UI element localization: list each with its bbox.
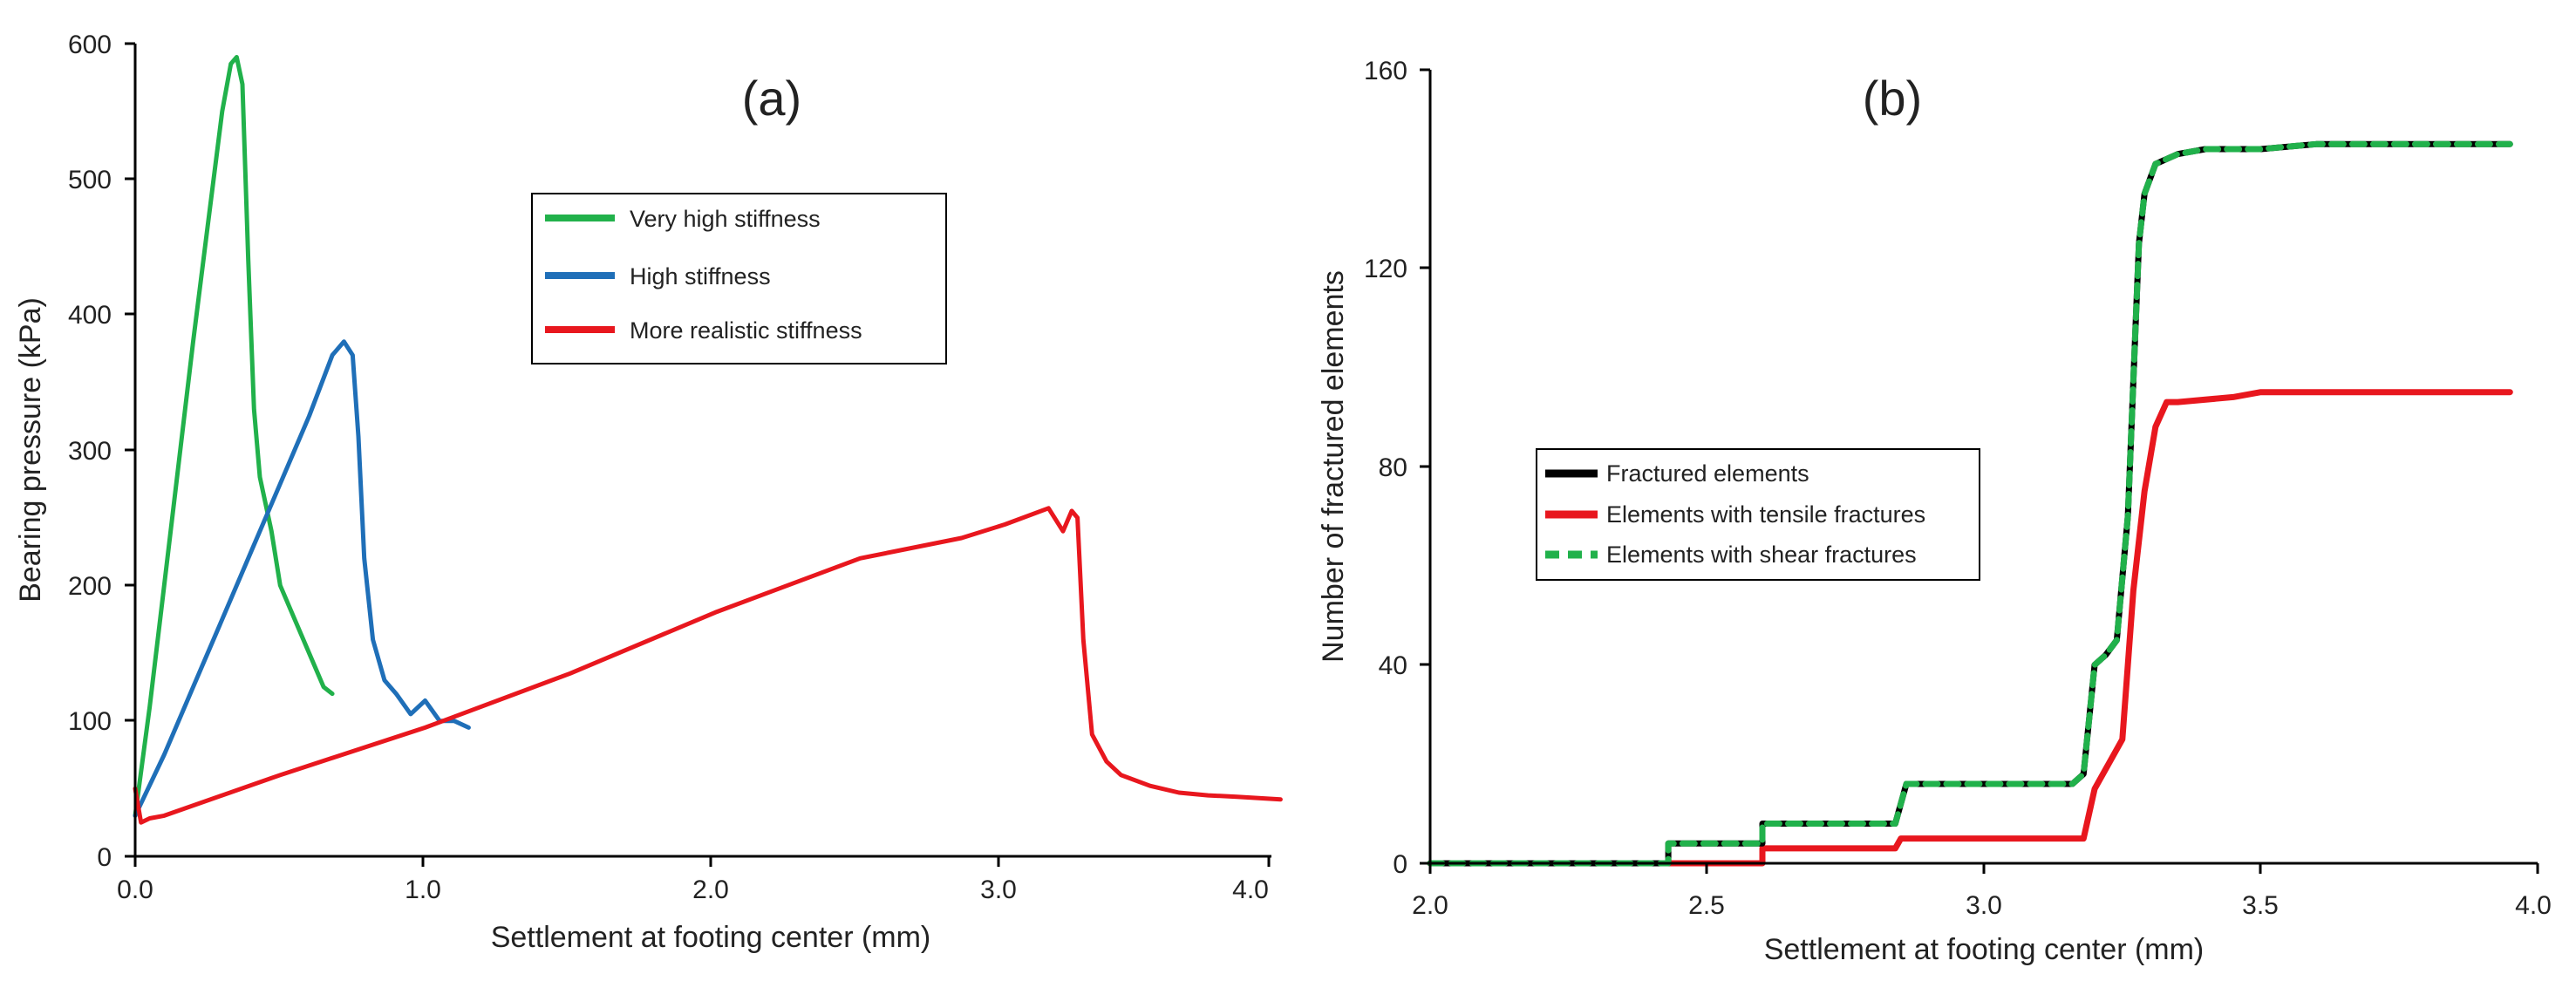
panel-b-legend: Fractured elements Elements with tensile…	[1536, 448, 1980, 581]
panel-a-y-ticks	[125, 42, 135, 858]
panel-a-ytick-label: 200	[68, 572, 112, 601]
panel-b-legend-box	[1536, 448, 1980, 581]
panel-a-xtick-label: 0.0	[117, 875, 153, 904]
panel-b-label: (b)	[1863, 71, 1922, 126]
panel-a: 0 100 200 300 400 500 600 0.0 1.0 2.0 3.…	[14, 31, 1283, 954]
panel-b-xtick-label: 2.5	[1688, 891, 1725, 920]
panel-a-x-axis-label: Settlement at footing center (mm)	[491, 921, 931, 954]
panel-b-x-ticks	[1428, 863, 2539, 874]
panel-a-ytick-label: 500	[68, 166, 112, 194]
panel-b-y-axis-label: Number of fractured elements	[1317, 270, 1350, 663]
panel-b-x-axis-label: Settlement at footing center (mm)	[1764, 933, 2205, 966]
series-line-very-high-stiffness	[133, 55, 335, 818]
panel-b-ytick-label: 120	[1364, 255, 1407, 283]
legend-label-tensile-fractures: Elements with tensile fractures	[1606, 501, 1925, 528]
panel-a-label: (a)	[742, 71, 801, 126]
panel-b: 0 40 80 120 160 2.0 2.5 3.0 3.5 4.0 Sett…	[1317, 57, 2552, 966]
series-line-more-realistic-stiffness	[133, 506, 1283, 825]
panel-a-ytick-label: 100	[68, 707, 112, 736]
series-line-elements-with-shear-fractures	[1427, 140, 2513, 867]
panel-b-ytick-label: 40	[1379, 651, 1407, 680]
series-line-elements-with-tensile-fractures	[1427, 389, 2513, 867]
panel-a-xtick-label: 1.0	[405, 875, 441, 904]
panel-a-legend: Very high stiffness High stiffness More …	[531, 193, 947, 364]
panel-a-ytick-label: 300	[68, 437, 112, 466]
panel-a-xtick-label: 3.0	[980, 875, 1017, 904]
series-line-high-stiffness	[133, 339, 471, 818]
panel-a-xtick-label: 2.0	[692, 875, 729, 904]
panel-b-ytick-label: 80	[1379, 453, 1407, 482]
legend-label-very-high-stiffness: Very high stiffness	[630, 206, 821, 232]
panel-b-xtick-label: 4.0	[2515, 891, 2552, 920]
panel-a-xtick-label: 4.0	[1232, 875, 1269, 904]
panel-b-xtick-label: 2.0	[1412, 891, 1448, 920]
panel-b-xtick-label: 3.0	[1966, 891, 2002, 920]
panel-b-xtick-label: 3.5	[2242, 891, 2279, 920]
panel-a-series	[133, 55, 1283, 825]
legend-label-high-stiffness: High stiffness	[630, 263, 771, 290]
panel-b-y-ticks	[1420, 68, 1430, 865]
legend-label-shear-fractures: Elements with shear fractures	[1606, 542, 1917, 568]
panel-a-ytick-label: 400	[68, 301, 112, 330]
panel-a-ytick-label: 0	[97, 843, 112, 872]
panel-a-y-axis-label: Bearing pressure (kPa)	[14, 297, 47, 603]
panel-b-series	[1427, 140, 2513, 867]
panel-b-ytick-label: 0	[1393, 850, 1407, 879]
panel-a-x-ticks	[133, 856, 1271, 867]
legend-label-more-realistic-stiffness: More realistic stiffness	[630, 317, 862, 344]
panel-a-ytick-label: 600	[68, 31, 112, 59]
legend-label-fractured-elements: Fractured elements	[1606, 460, 1809, 487]
panel-b-ytick-label: 160	[1364, 57, 1407, 85]
